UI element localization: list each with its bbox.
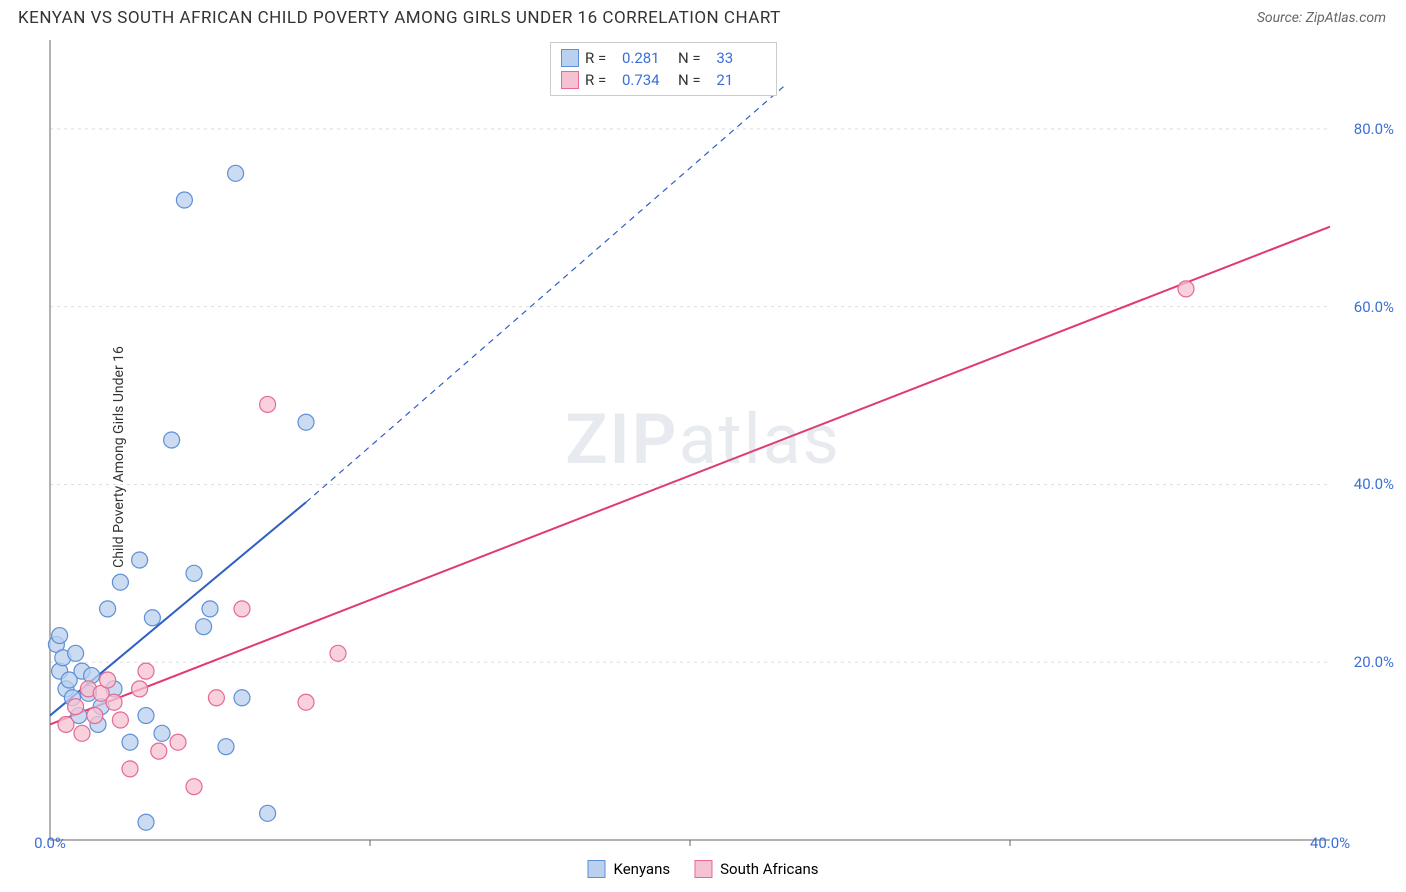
x-tick-label: 40.0%: [1310, 834, 1350, 852]
y-tick-label: 60.0%: [1354, 298, 1394, 316]
y-tick-label: 20.0%: [1354, 653, 1394, 671]
swatch-south-africans: [561, 71, 579, 89]
y-axis-label: Child Poverty Among Girls Under 16: [111, 346, 127, 568]
legend-item-kenyans: Kenyans: [587, 860, 670, 878]
y-tick-label: 80.0%: [1354, 120, 1394, 138]
series-legend: Kenyans South Africans: [587, 860, 818, 878]
legend-swatch-south-africans: [694, 860, 712, 878]
r-value-kenyans: 0.281: [622, 49, 672, 67]
r-value-south-africans: 0.734: [622, 71, 672, 89]
stats-legend: R = 0.281 N = 33 R = 0.734 N = 21: [550, 42, 777, 96]
chart-area: Child Poverty Among Girls Under 16 ZIPat…: [0, 32, 1406, 882]
stats-row-south-africans: R = 0.734 N = 21: [561, 69, 766, 91]
n-value-south-africans: 21: [716, 71, 766, 89]
legend-label-south-africans: South Africans: [720, 860, 818, 878]
chart-title: KENYAN VS SOUTH AFRICAN CHILD POVERTY AM…: [18, 8, 781, 28]
source-attribution: Source: ZipAtlas.com: [1257, 10, 1386, 26]
chart-header: KENYAN VS SOUTH AFRICAN CHILD POVERTY AM…: [0, 0, 1406, 32]
legend-swatch-kenyans: [587, 860, 605, 878]
stats-row-kenyans: R = 0.281 N = 33: [561, 47, 766, 69]
scatter-plot: [0, 32, 1406, 882]
swatch-kenyans: [561, 49, 579, 67]
n-value-kenyans: 33: [716, 49, 766, 67]
y-tick-label: 40.0%: [1354, 475, 1394, 493]
x-tick-label: 0.0%: [34, 834, 66, 852]
legend-label-kenyans: Kenyans: [613, 860, 670, 878]
legend-item-south-africans: South Africans: [694, 860, 818, 878]
